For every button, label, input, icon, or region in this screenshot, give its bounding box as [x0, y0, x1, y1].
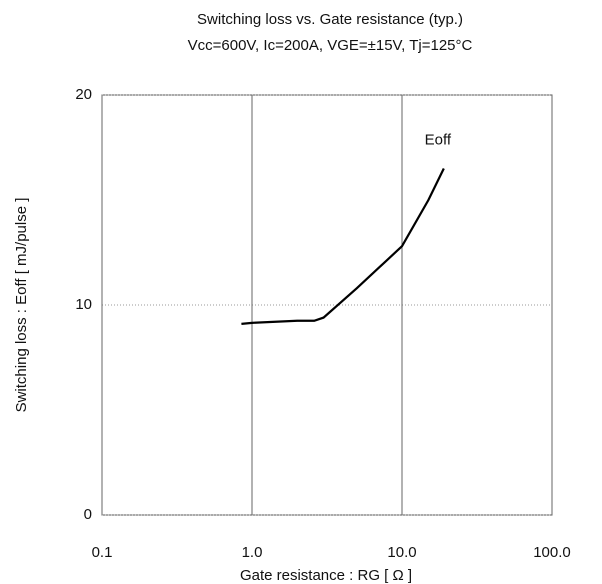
y-tick-label: 0	[84, 506, 92, 523]
x-tick-label: 10.0	[387, 544, 416, 561]
y-tick-label: 10	[75, 296, 92, 313]
x-tick-label: 0.1	[92, 544, 113, 561]
y-axis-label: Switching loss : Eoff [ mJ/pulse ]	[13, 198, 30, 413]
data-line	[241, 168, 445, 325]
x-axis-label: Gate resistance : RG [ Ω ]	[240, 567, 412, 584]
series-label: Eoff	[425, 131, 452, 148]
x-tick-label: 100.0	[533, 544, 571, 561]
chart-subtitle: Vcc=600V, Ic=200A, VGE=±15V, Tj=125°C	[188, 37, 473, 54]
x-tick-label: 1.0	[242, 544, 263, 561]
chart-title: Switching loss vs. Gate resistance (typ.…	[197, 11, 463, 28]
y-tick-label: 20	[75, 86, 92, 103]
